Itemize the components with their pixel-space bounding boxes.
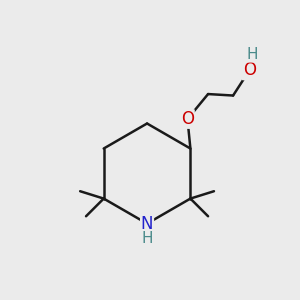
Text: O: O: [243, 61, 256, 80]
Text: O: O: [181, 110, 194, 128]
Text: H: H: [141, 231, 153, 246]
Text: N: N: [141, 214, 153, 232]
Text: H: H: [247, 47, 258, 62]
